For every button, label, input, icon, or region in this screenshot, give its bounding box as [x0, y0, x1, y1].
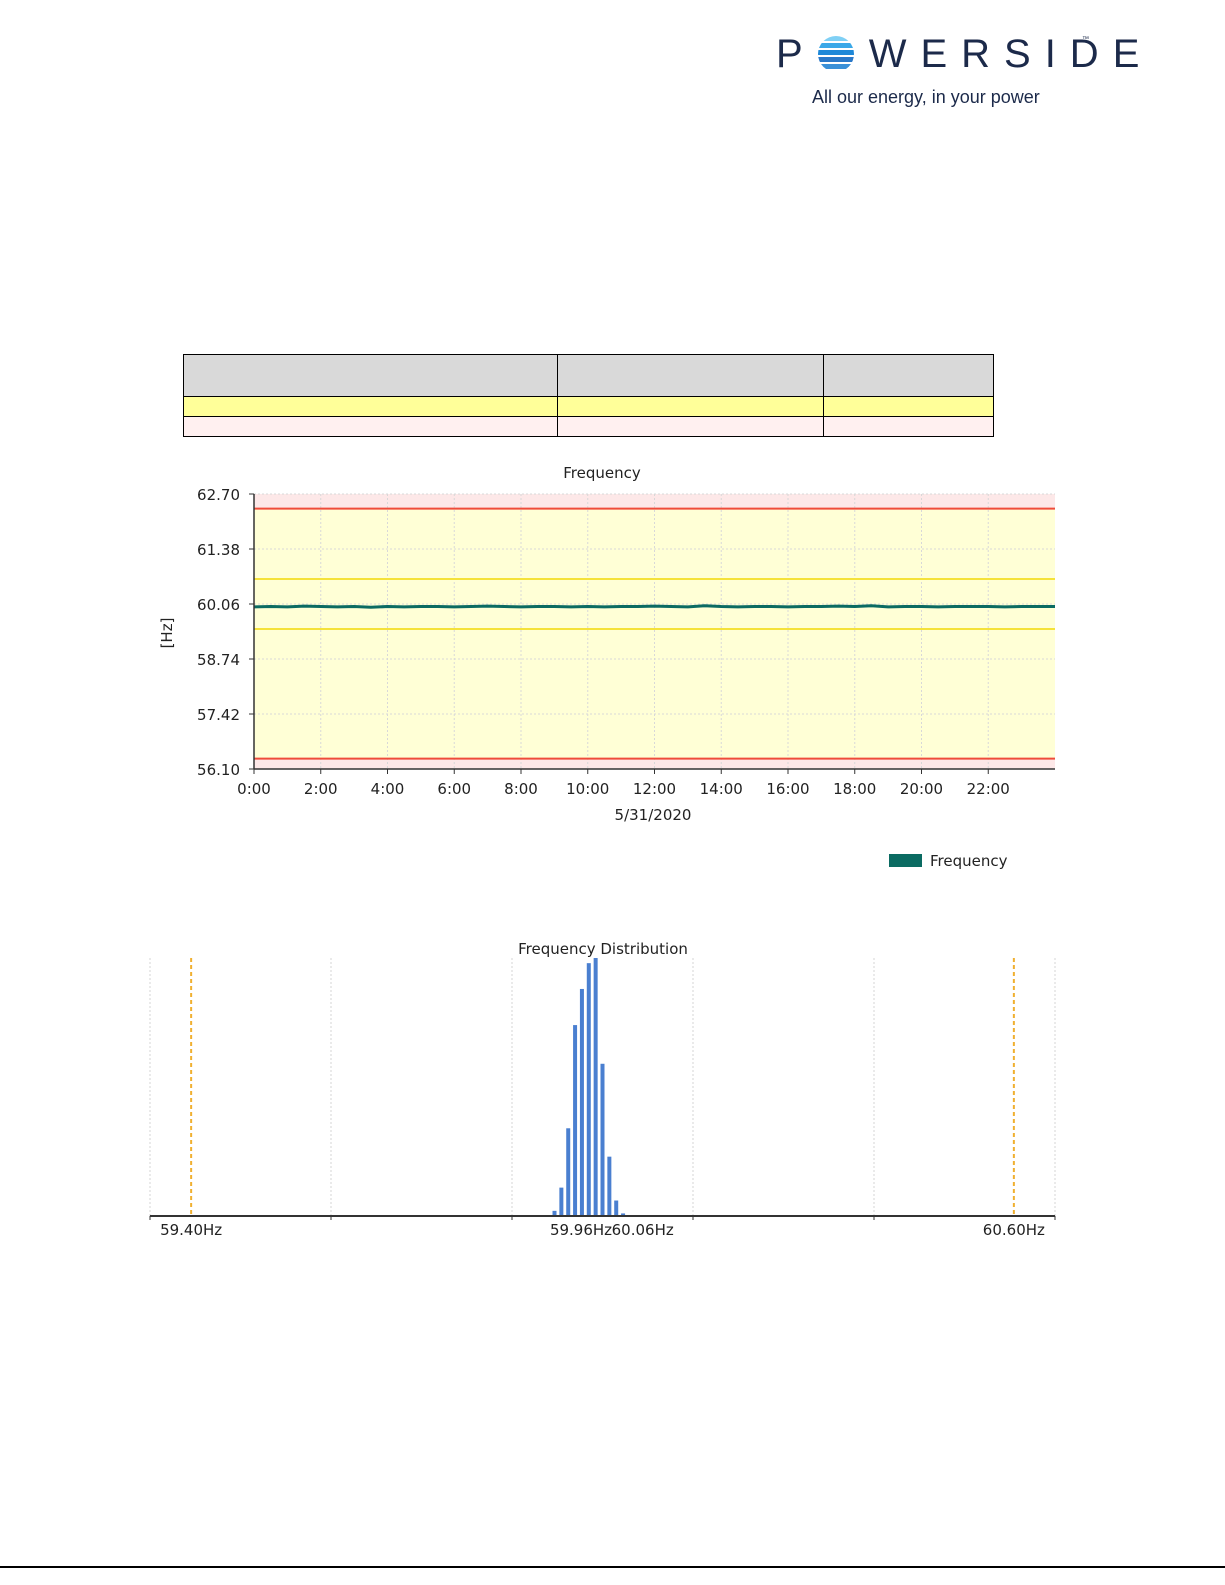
y-tick-label: 56.10 [197, 761, 240, 779]
x-tick-label: 20:00 [900, 780, 943, 798]
x-tick-label: 0:00 [237, 780, 271, 798]
x-tick-label: 12:00 [633, 780, 676, 798]
x-tick-label: 2:00 [304, 780, 338, 798]
logo-tagline: All our energy, in your power [812, 87, 1040, 107]
table-cell [823, 396, 994, 417]
legend-label: Frequency [930, 852, 1008, 870]
logo-letter-p: P [776, 32, 817, 76]
table-cell [183, 354, 558, 397]
x-tick-label: 18:00 [833, 780, 876, 798]
x-axis-label: 5/31/2020 [615, 806, 692, 824]
chart-title: Frequency [563, 464, 641, 482]
table-cell [183, 396, 558, 417]
table-cell [557, 416, 824, 437]
page-bottom-rule [0, 1566, 1225, 1568]
logo-word: WERSIDE [868, 32, 1154, 76]
y-tick-label: 58.74 [197, 651, 240, 669]
histogram-bar [607, 1156, 612, 1216]
chart-legend: Frequency [889, 852, 1008, 870]
table-row-critical [183, 416, 994, 437]
histogram-bar [586, 963, 591, 1216]
table-header-row [183, 354, 994, 397]
table-row-warning [183, 396, 994, 417]
x-tick-label: 10:00 [566, 780, 609, 798]
x-tick-label: 4:00 [371, 780, 405, 798]
table-cell [557, 354, 824, 397]
histogram-bar [573, 1025, 578, 1216]
limits-table [183, 354, 994, 437]
frequency-distribution-chart: Frequency Distribution 59.40Hz 59.96Hz 60.… [149, 940, 1056, 1239]
x-tick-label: 8:00 [504, 780, 538, 798]
x-tick-label: 6:00 [437, 780, 471, 798]
logo-wordmark: P WERSIDE [776, 32, 1153, 76]
table-cell [823, 354, 994, 397]
y-tick-label: 62.70 [197, 486, 240, 504]
table-cell [183, 416, 558, 437]
powerside-logo: P WERSIDE ™ All our energy, in your powe… [776, 26, 1139, 116]
histogram-bar [621, 1213, 626, 1216]
y-axis-label: [Hz] [158, 618, 176, 649]
x-tick-label: 59.40Hz [160, 1221, 222, 1239]
x-tick-label: 16:00 [766, 780, 809, 798]
chart-title: Frequency Distribution [518, 940, 688, 958]
x-tick-label: 14:00 [700, 780, 743, 798]
y-tick-label: 60.06 [197, 596, 240, 614]
critical-band-high [254, 494, 1055, 509]
y-tick-label: 57.42 [197, 706, 240, 724]
y-tick-label: 61.38 [197, 541, 240, 559]
trademark-symbol: ™ [1082, 36, 1089, 43]
x-tick-label: 22:00 [967, 780, 1010, 798]
histogram-bar [593, 958, 598, 1216]
x-tick-label: 60.60Hz [983, 1221, 1045, 1239]
histogram-bar [552, 1210, 557, 1216]
x-tick-label: 60.06Hz [612, 1221, 674, 1239]
histogram-bar [600, 1063, 605, 1216]
globe-icon [817, 35, 855, 73]
x-tick-label: 59.96Hz [550, 1221, 612, 1239]
histogram-bar [579, 988, 584, 1216]
table-cell [823, 416, 994, 437]
histogram-bar [559, 1187, 564, 1216]
table-cell [557, 396, 824, 417]
frequency-chart: Frequency 0:00 2:00 4:00 6:00 8:00 10:00 12:00… [158, 464, 1055, 870]
frequency-series-line [253, 604, 1055, 609]
histogram-bar [614, 1200, 619, 1216]
histogram-bar [566, 1128, 571, 1216]
legend-swatch [889, 854, 922, 867]
